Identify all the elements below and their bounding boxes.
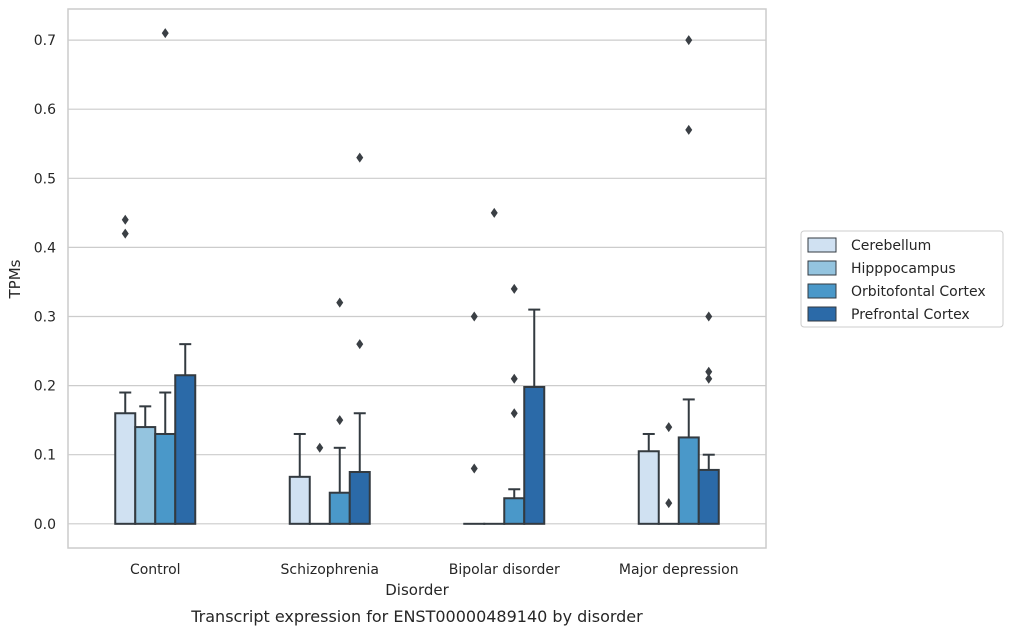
legend-frame [800,230,1004,328]
x-tick-label: Control [130,562,181,578]
outlier-point [356,152,364,163]
legend-label: Prefrontal Cortex [851,307,970,323]
outlier-point [336,415,344,426]
bars [114,308,720,525]
bar [114,412,137,525]
legend-label: Orbitofontal Cortex [851,284,986,300]
outlier-point [510,373,518,384]
y-tick-labels: 0.0 0.1 0.2 0.3 0.4 0.5 0.6 0.7 [34,33,56,533]
outlier-point [470,463,478,474]
bar [134,426,157,525]
bar [523,385,546,525]
legend-swatch [807,237,837,253]
legend-swatch [807,260,837,276]
bar [503,497,526,525]
y-tick-label: 0.4 [34,240,56,256]
x-axis-label: Disorder [385,581,449,599]
y-tick-label: 0.2 [34,379,56,395]
bar [174,374,197,525]
bar [154,432,177,525]
legend: Cerebellum Hipppocampus Orbitofontal Corte… [800,230,1004,328]
y-tick-label: 0.0 [34,517,56,533]
outlier-point [121,228,129,239]
outlier-point [685,35,693,46]
outlier-point [705,373,713,384]
x-tick-label: Bipolar disorder [449,562,560,578]
legend-swatch [807,306,837,322]
y-axis-label: TPMs [6,259,24,299]
y-tick-label: 0.7 [34,33,56,49]
outlier-point [685,124,693,135]
outlier-point [665,422,673,433]
bar [677,436,700,525]
outlier-point [356,339,364,350]
x-tick-label: Major depression [619,562,739,578]
y-tick-label: 0.1 [34,448,56,464]
outlier-point [161,28,169,39]
y-tick-label: 0.5 [34,171,56,187]
outlier-point [336,297,344,308]
legend-swatch [807,283,837,299]
outlier-point [510,283,518,294]
outlier-point [470,311,478,322]
y-tick-label: 0.3 [34,310,56,326]
bar [697,468,720,525]
x-tick-label: Schizophrenia [281,562,379,578]
outlier-point [510,408,518,419]
outlier-point [121,214,129,225]
legend-label: Hipppocampus [851,261,956,277]
outlier-point [705,366,713,377]
outlier-point [490,207,498,218]
bar [288,475,311,525]
outliers [121,28,713,509]
chart-caption: Transcript expression for ENST0000048914… [190,607,643,626]
bar [328,491,351,525]
legend-label: Cerebellum [851,238,931,254]
outlier-point [665,498,673,509]
bar [637,450,660,525]
y-tick-label: 0.6 [34,102,56,118]
bar [348,470,371,525]
outlier-point [705,311,713,322]
x-tick-labels: Control Schizophrenia Bipolar disorder Majo… [130,562,739,578]
plot-frame [67,8,767,549]
outlier-point [316,442,324,453]
